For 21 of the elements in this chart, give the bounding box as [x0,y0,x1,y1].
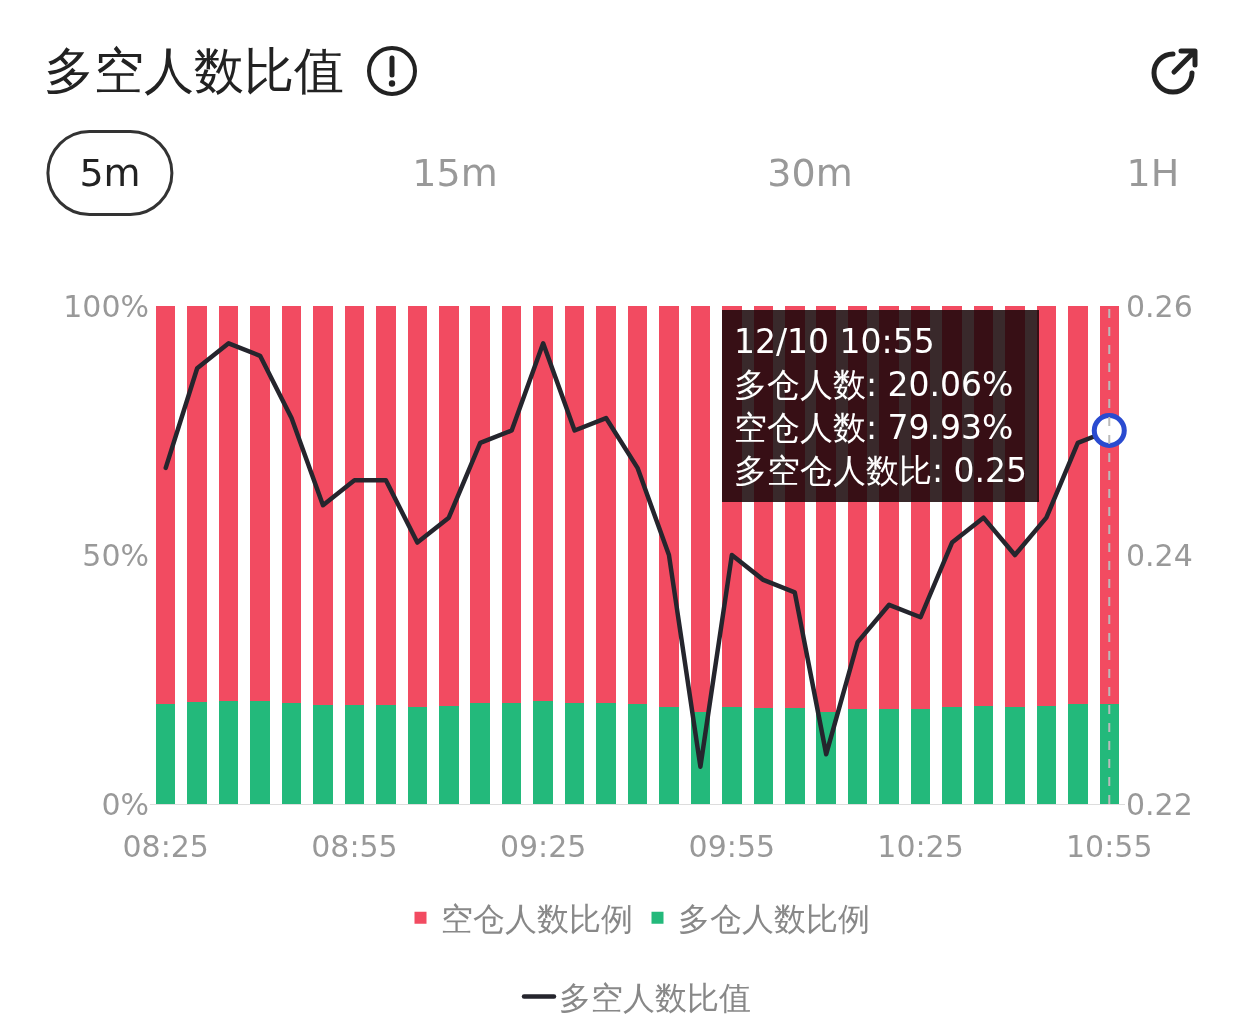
x-tick-label: 09:25 [499,829,587,864]
legend-label: 多空人数比值 [559,979,751,1018]
legend-label: 空仓人数比例 [440,900,633,939]
y2-tick-label: 0.26 [1126,288,1193,324]
legend-label: 多仓人数比例 [677,900,870,939]
y-tick-label: 50% [82,537,149,573]
chart-title: 多空人数比值 [44,41,344,102]
y-tick-label: 100% [63,288,149,324]
x-tick-label: 10:25 [877,829,964,864]
x-tick-label: 09:55 [688,829,776,864]
y2-tick-label: 0.24 [1126,537,1193,573]
x-tick-label: 08:55 [311,829,398,864]
text: 15m [412,150,498,197]
x-tick-label: 10:55 [1066,829,1153,864]
text: 1H [1126,150,1180,197]
annotation: 12/10 10:55 多仓人数: 20.06% 空仓人数: 79.93% 多空仓人数比: 0.25 [734,322,1028,490]
y-tick-label: 0% [101,786,149,822]
x-tick-label: 08:25 [122,829,209,864]
y2-tick-label: 0.22 [1126,786,1193,822]
text: 30m [767,150,853,197]
selected-tab: 5m [46,130,174,216]
